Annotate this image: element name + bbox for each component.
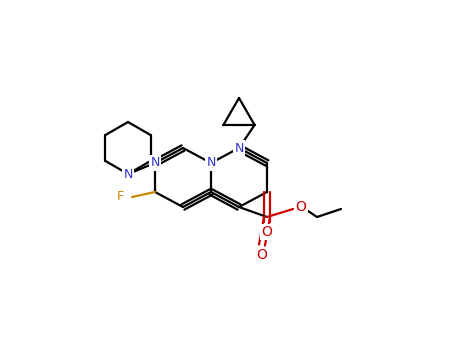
- Text: O: O: [257, 248, 268, 262]
- Text: O: O: [296, 200, 306, 214]
- Text: O: O: [262, 225, 273, 239]
- Text: N: N: [150, 156, 160, 169]
- Text: N: N: [206, 156, 216, 169]
- Text: N: N: [123, 168, 133, 181]
- Text: F: F: [116, 190, 124, 203]
- Text: N: N: [234, 141, 244, 154]
